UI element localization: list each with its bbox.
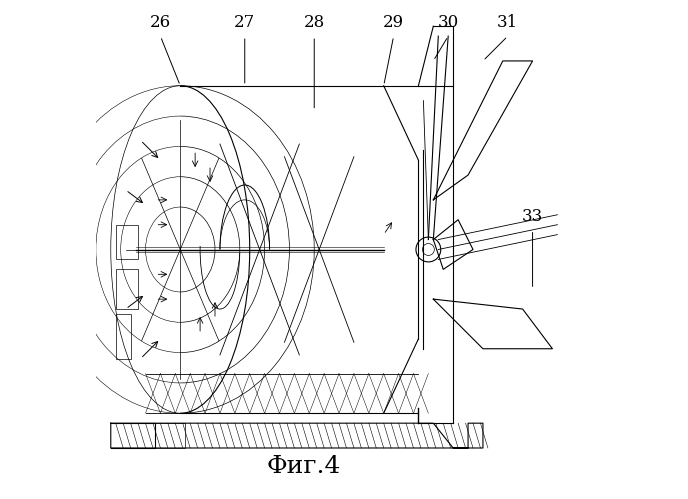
Text: 30: 30	[438, 14, 459, 31]
Text: 33: 33	[522, 208, 544, 225]
Bar	[116, 269, 138, 309]
Bar	[116, 225, 138, 259]
Text: Фиг.4: Фиг.4	[267, 455, 341, 478]
Text: 31: 31	[497, 14, 518, 31]
Text: 29: 29	[383, 14, 404, 31]
Text: 26: 26	[150, 14, 171, 31]
Bar	[116, 314, 131, 359]
Text: 27: 27	[234, 14, 255, 31]
Text: 28: 28	[303, 14, 325, 31]
